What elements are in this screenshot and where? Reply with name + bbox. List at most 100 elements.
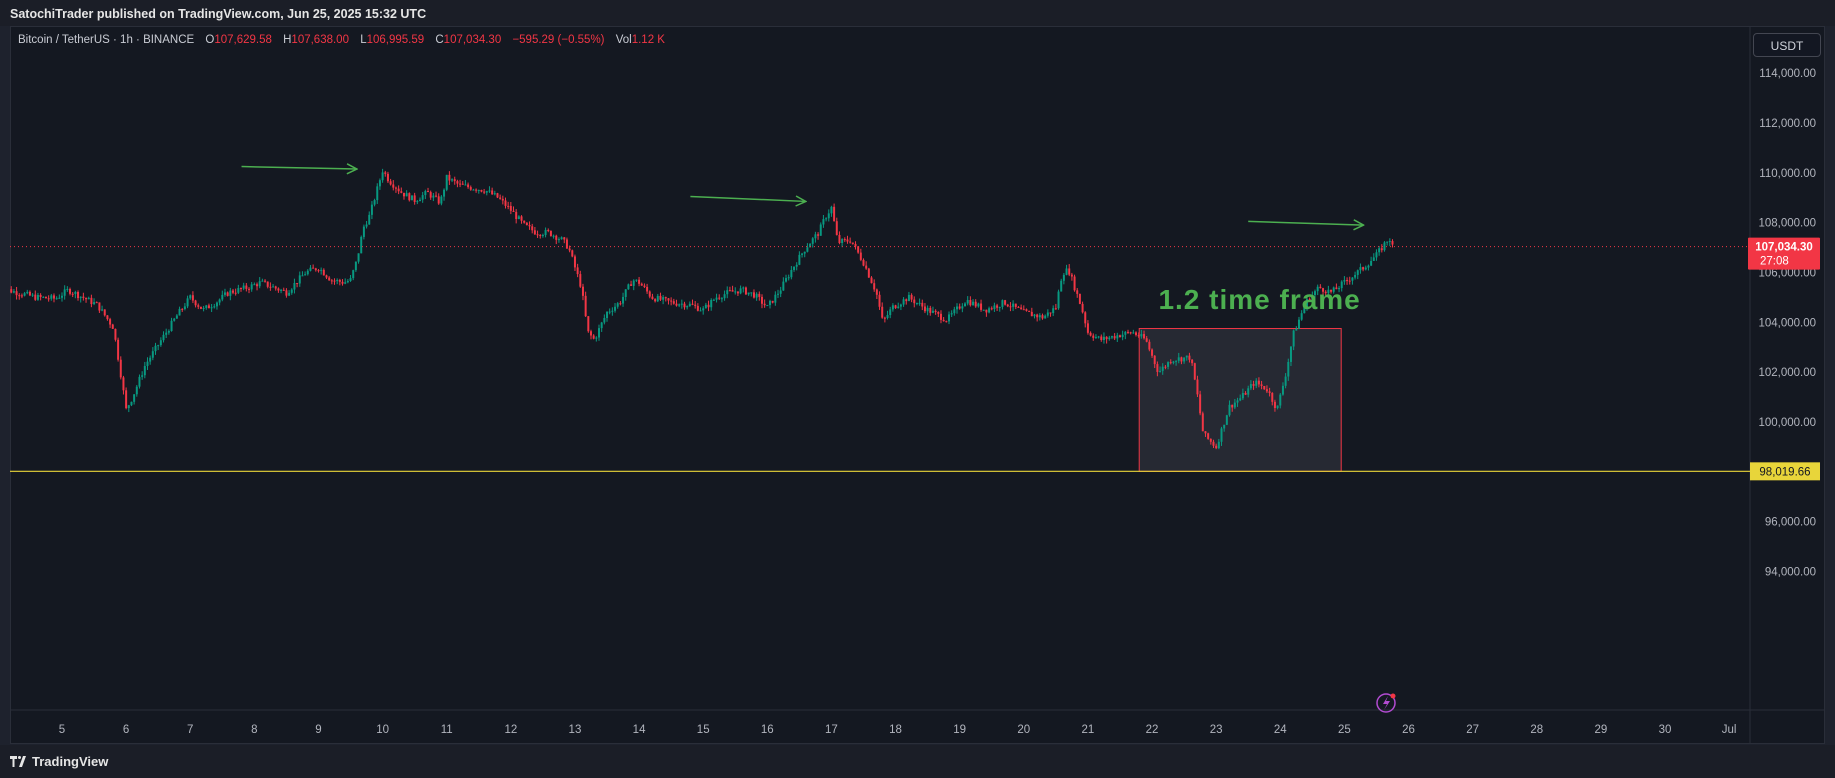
candle-body <box>360 236 363 254</box>
candle-body <box>1089 332 1092 336</box>
candle-body <box>354 261 357 271</box>
candle-body <box>1303 306 1306 314</box>
candle-body <box>52 295 55 299</box>
candle-body <box>785 278 788 282</box>
candle-body <box>1126 331 1129 333</box>
candle-body <box>1383 242 1386 251</box>
time-tick-label: 8 <box>251 724 257 736</box>
candle-body <box>910 294 913 300</box>
open-label: O <box>205 34 215 46</box>
candle-body <box>1209 438 1212 442</box>
time-tick-label: Jul <box>1722 724 1737 736</box>
candle-body <box>333 280 336 282</box>
candle-body <box>541 235 544 237</box>
candle-body <box>1233 402 1236 408</box>
candle-body <box>752 292 755 298</box>
candle-body <box>777 293 780 295</box>
candle-body <box>656 295 659 302</box>
candle-body <box>189 295 192 299</box>
candle-body <box>15 291 18 296</box>
symbol-name[interactable]: Bitcoin / TetherUS · 1h · BINANCE <box>18 34 195 46</box>
candle-body <box>939 313 942 320</box>
candle-body <box>614 306 617 311</box>
candle-body <box>598 328 601 338</box>
candle-body <box>1348 280 1351 282</box>
candle-body <box>843 239 846 241</box>
candle-body <box>739 288 742 294</box>
candle-body <box>1041 315 1044 319</box>
candle-body <box>931 310 934 313</box>
candle-body <box>1132 332 1135 334</box>
candle-body <box>165 332 168 335</box>
candle-body <box>787 277 790 279</box>
candle-body <box>306 270 309 275</box>
candle-body <box>50 295 53 299</box>
currency-button[interactable]: USDT <box>1753 33 1821 57</box>
candle-body <box>1167 362 1170 367</box>
candle-body <box>512 210 515 212</box>
candle-body <box>616 303 619 307</box>
candle-body <box>202 307 205 309</box>
candle-body <box>539 234 542 236</box>
candle-body <box>1164 366 1167 368</box>
candle-body <box>509 205 512 211</box>
last-price-badge <box>1748 237 1820 270</box>
candle-body <box>1177 357 1180 361</box>
candle-body <box>435 195 438 197</box>
candle-body <box>389 181 392 185</box>
time-tick-label: 29 <box>1594 724 1607 736</box>
candle-body <box>416 201 419 203</box>
candle-body <box>392 184 395 188</box>
candle-body <box>581 286 584 296</box>
candle-body <box>678 304 681 306</box>
lightning-icon[interactable] <box>1376 693 1396 713</box>
lightning-bolt-icon <box>1383 696 1390 710</box>
time-tick-label: 16 <box>761 724 774 736</box>
time-tick-label: 9 <box>315 724 321 736</box>
candle-body <box>662 297 665 300</box>
candle-body <box>1183 357 1186 362</box>
candle-body <box>803 251 806 254</box>
candle-body <box>159 340 162 346</box>
support-price-badge <box>1750 462 1820 481</box>
candle-body <box>1327 289 1330 294</box>
candle-body <box>760 296 763 304</box>
candle-body <box>1078 293 1081 304</box>
candle-body <box>34 294 37 300</box>
candle-body <box>234 292 237 294</box>
candle-body <box>1265 389 1268 392</box>
candle-body <box>181 308 184 310</box>
candle-body <box>632 280 635 286</box>
candle-body <box>1340 281 1343 289</box>
candle-body <box>317 270 320 272</box>
candle-body <box>419 199 422 202</box>
candle-body <box>1028 310 1031 312</box>
candle-body <box>242 285 245 289</box>
candle-body <box>237 288 240 293</box>
candle-body <box>256 284 259 287</box>
candle-body <box>998 306 1001 308</box>
candle-body <box>499 197 502 199</box>
candle-body <box>934 310 937 313</box>
candle-body <box>101 309 104 311</box>
candle-body <box>146 361 149 367</box>
candle-body <box>627 284 630 290</box>
candle-body <box>483 191 486 193</box>
candle-body <box>266 281 269 287</box>
candle-body <box>1375 252 1378 258</box>
tradingview-logo-icon <box>10 756 26 767</box>
candle-body <box>69 289 72 294</box>
tradingview-brand[interactable]: TradingView <box>32 754 109 769</box>
candle-body <box>1308 299 1311 302</box>
candle-body <box>1006 304 1009 307</box>
candle-body <box>1143 334 1146 339</box>
trend-arrow <box>1248 221 1363 225</box>
price-chart[interactable]: 94,000.0096,000.0098,000.00100,000.00102… <box>0 0 1835 745</box>
candle-body <box>1231 404 1234 408</box>
candle-body <box>1161 366 1164 371</box>
candle-body <box>472 189 475 191</box>
candle-body <box>1097 336 1100 338</box>
candle-body <box>1052 308 1055 314</box>
candle-body <box>857 246 860 253</box>
candle-body <box>822 219 825 225</box>
